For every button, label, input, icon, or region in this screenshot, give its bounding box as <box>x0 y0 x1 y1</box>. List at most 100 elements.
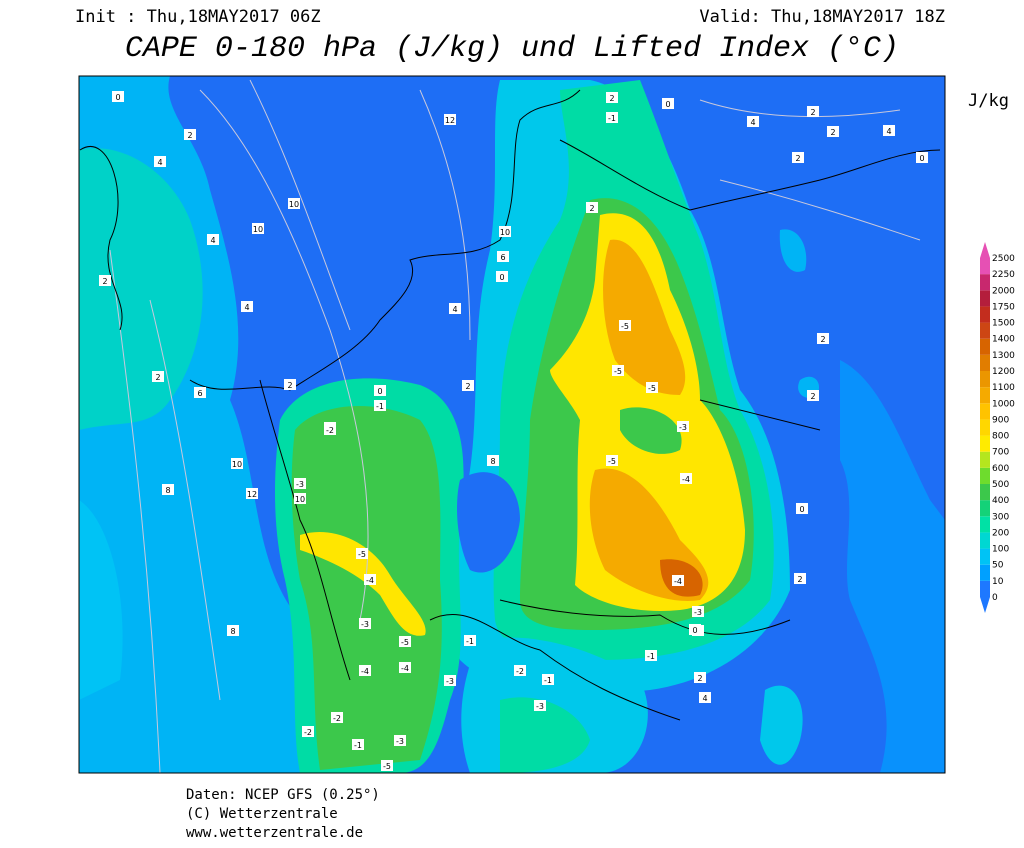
contour-label-box <box>689 624 701 635</box>
contour-label-box <box>514 665 526 676</box>
contour-label-box <box>694 672 706 683</box>
color-bar-cap <box>980 597 990 613</box>
contour-label-box <box>246 488 258 499</box>
contour-label: -5 <box>358 550 366 559</box>
contour-label-box <box>747 116 759 127</box>
contour-label-box <box>817 333 829 344</box>
contour-label: -2 <box>326 426 334 435</box>
contour-label: -1 <box>376 402 384 411</box>
contour-label: -4 <box>366 576 374 585</box>
contour-label: 8 <box>165 486 170 495</box>
contour-label-box <box>449 303 461 314</box>
contour-label-box <box>194 387 206 398</box>
color-bar-segment <box>980 290 990 307</box>
cape-area <box>79 500 123 700</box>
color-bar-segment <box>980 403 990 420</box>
map-title: CAPE 0-180 hPa (J/kg) und Lifted Index (… <box>125 32 899 66</box>
contour-label: 2 <box>187 131 192 140</box>
color-bar-segment <box>980 564 990 581</box>
contour-label: -5 <box>648 384 656 393</box>
contour-label: -1 <box>466 637 474 646</box>
contour-label: 0 <box>919 154 924 163</box>
contour-label: 0 <box>499 273 504 282</box>
color-bar-label: 900 <box>992 415 1009 425</box>
contour-label-box <box>646 382 658 393</box>
color-bar-cap <box>980 242 990 258</box>
contour-label: 4 <box>210 236 215 245</box>
contour-label-box <box>496 271 508 282</box>
contour-label-box <box>444 675 456 686</box>
contour-label-box <box>606 455 618 466</box>
map-frame <box>78 75 946 774</box>
color-bar-label: 1300 <box>992 351 1015 361</box>
contour-label: 8 <box>230 627 235 636</box>
contour-label-box <box>352 739 364 750</box>
contour-label-box <box>207 234 219 245</box>
color-bar-segment <box>980 371 990 388</box>
color-bar-label: 1200 <box>992 367 1015 377</box>
color-bar-label: 1100 <box>992 383 1015 393</box>
color-bar-label: 500 <box>992 480 1009 490</box>
color-bar-segment <box>980 516 990 533</box>
contour-label-box <box>241 301 253 312</box>
color-bar-label: 1750 <box>992 302 1015 312</box>
contour-label-box <box>807 106 819 117</box>
contour-label: 12 <box>445 116 455 125</box>
color-bar-label: 2250 <box>992 270 1015 280</box>
map: 0 2 4 2 4 10 10 12 2 4 4 6 2 8 10 12 8 10 0 2 -1 -2 -3 -5 -4 -3 -5… <box>79 76 945 773</box>
contour-label: 2 <box>155 373 160 382</box>
contour-label: 2 <box>697 674 702 683</box>
contour-label-box <box>792 152 804 163</box>
color-bar-segment <box>980 354 990 371</box>
contour-label-box <box>288 198 300 209</box>
cape-area <box>779 229 807 272</box>
color-bar-label: 600 <box>992 464 1009 474</box>
contour-label-box <box>356 548 368 559</box>
contour-label: 2 <box>465 382 470 391</box>
cape-area <box>291 406 442 770</box>
contour-label: 2 <box>810 392 815 401</box>
contour-label-box <box>184 129 196 140</box>
color-bar-segment <box>980 419 990 436</box>
cape-area <box>603 239 686 395</box>
contour-label: 2 <box>609 94 614 103</box>
contour-label: 12 <box>247 490 257 499</box>
contour-label-box <box>294 478 306 489</box>
color-bar-label: 100 <box>992 545 1009 555</box>
contour-label: -4 <box>361 667 369 676</box>
contour-label: -5 <box>621 322 629 331</box>
contour-label: -4 <box>674 577 682 586</box>
color-bar-segment <box>980 306 990 323</box>
cape-area <box>79 148 203 430</box>
contour-label-box <box>680 473 692 484</box>
color-bar-segment <box>980 580 990 597</box>
color-bar-label: 800 <box>992 432 1009 442</box>
contour-label-box <box>399 662 411 673</box>
contour-label-box <box>152 371 164 382</box>
color-bar-label: 10 <box>992 577 1004 587</box>
legend-unit: J/kg <box>968 91 1009 111</box>
contour-label: -2 <box>516 667 524 676</box>
footer-source: Daten: NCEP GFS (0.25°) <box>186 787 380 803</box>
contour-label-box <box>374 385 386 396</box>
contour-label: -2 <box>304 728 312 737</box>
contour-label: -5 <box>614 367 622 376</box>
coastline <box>79 89 941 721</box>
contour-label: -3 <box>446 677 454 686</box>
footer-copyright: (C) Wetterzentrale <box>186 806 338 822</box>
contour-label: 2 <box>287 381 292 390</box>
contour-label: -3 <box>296 480 304 489</box>
contour-label: 2 <box>589 204 594 213</box>
contour-label: 4 <box>702 694 707 703</box>
contour-label: -1 <box>544 676 552 685</box>
color-bar-label: 700 <box>992 448 1009 458</box>
contour-label: -5 <box>608 457 616 466</box>
color-bar-segment <box>980 387 990 404</box>
contour-label-box <box>619 320 631 331</box>
contour-label: 10 <box>253 225 263 234</box>
contour-label: -1 <box>608 114 616 123</box>
cape-area <box>500 697 590 773</box>
contour-label: -3 <box>679 423 687 432</box>
contour-label-box <box>444 114 456 125</box>
contour-label: 2 <box>795 154 800 163</box>
